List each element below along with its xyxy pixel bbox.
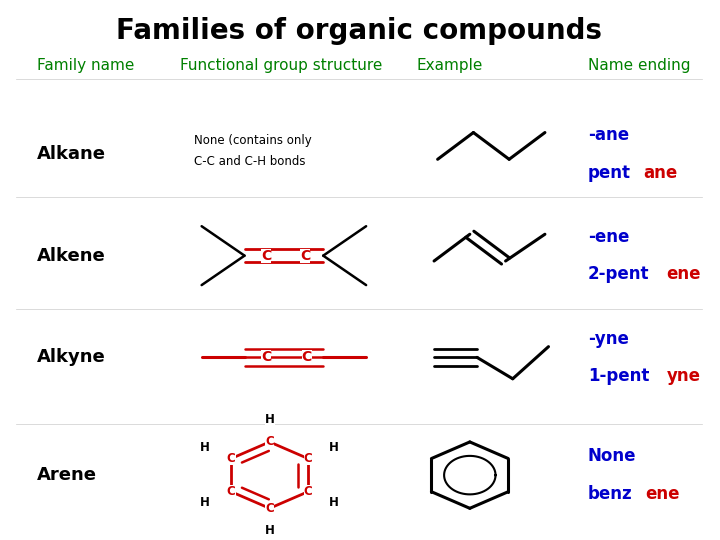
Text: ane: ane <box>643 164 678 181</box>
Text: C: C <box>265 502 274 515</box>
Text: C: C <box>227 452 235 465</box>
Text: Families of organic compounds: Families of organic compounds <box>116 17 602 45</box>
Text: -ene: -ene <box>588 228 629 246</box>
Text: H: H <box>265 413 274 426</box>
Text: C-C and C-H bonds: C-C and C-H bonds <box>194 156 306 168</box>
Text: H: H <box>200 441 210 454</box>
Text: Alkyne: Alkyne <box>37 348 106 366</box>
Text: Example: Example <box>416 58 482 72</box>
Text: Alkene: Alkene <box>37 247 106 265</box>
Text: C: C <box>265 435 274 448</box>
Text: C: C <box>261 248 271 262</box>
Text: Functional group structure: Functional group structure <box>180 58 382 72</box>
Text: ene: ene <box>645 485 680 503</box>
Text: 2-pent: 2-pent <box>588 265 649 284</box>
Text: H: H <box>329 441 339 454</box>
Text: C: C <box>227 485 235 498</box>
Text: -ane: -ane <box>588 126 629 144</box>
Text: Arene: Arene <box>37 466 97 484</box>
Text: C: C <box>304 452 312 465</box>
Text: Family name: Family name <box>37 58 135 72</box>
Text: pent: pent <box>588 164 631 181</box>
Text: Name ending: Name ending <box>588 58 690 72</box>
Text: C: C <box>300 248 310 262</box>
Text: H: H <box>265 524 274 537</box>
Text: 1-pent: 1-pent <box>588 367 649 385</box>
Text: C: C <box>304 485 312 498</box>
Text: -yne: -yne <box>588 329 629 348</box>
Text: None (contains only: None (contains only <box>194 134 312 147</box>
Text: C: C <box>302 350 312 365</box>
Text: benz: benz <box>588 485 632 503</box>
Text: None: None <box>588 448 636 465</box>
Text: H: H <box>329 496 339 509</box>
Text: C: C <box>261 350 271 365</box>
Text: ene: ene <box>667 265 701 284</box>
Text: yne: yne <box>667 367 701 385</box>
Text: Alkane: Alkane <box>37 145 106 163</box>
Text: H: H <box>200 496 210 509</box>
